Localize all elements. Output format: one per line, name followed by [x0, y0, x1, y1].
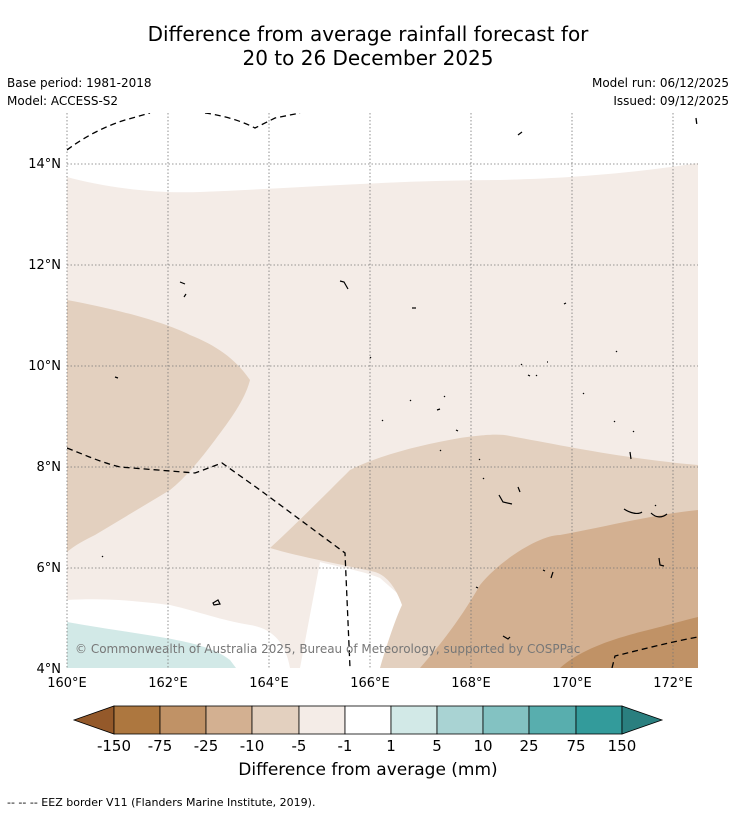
- y-tick-label: 14°N: [28, 157, 61, 172]
- meta-left: Base period: 1981-2018 Model: ACCESS-S2: [7, 74, 152, 110]
- colorbar-segment: [205, 705, 253, 735]
- colorbar-tick: -150: [97, 737, 131, 755]
- x-tick-label: 166°E: [350, 676, 390, 691]
- colorbar-tick: -5: [292, 737, 307, 755]
- colorbar-tick: 1: [386, 737, 396, 755]
- x-tick-label: 172°E: [653, 676, 693, 691]
- y-tick-label: 4°N: [37, 662, 62, 677]
- colorbar-tick: 75: [566, 737, 585, 755]
- y-axis-labels: 14°N 12°N 10°N 8°N 6°N 4°N: [28, 157, 61, 677]
- colorbar-segment: [113, 705, 161, 735]
- copyright-notice: © Commonwealth of Australia 2025, Bureau…: [75, 642, 580, 656]
- colorbar-tick: 25: [519, 737, 538, 755]
- x-tick-label: 162°E: [148, 676, 188, 691]
- model-run: Model run: 06/12/2025: [591, 76, 729, 90]
- issued-date: Issued: 09/12/2025: [613, 94, 729, 108]
- contour-strong-negative: [560, 617, 698, 668]
- y-tick-label: 12°N: [28, 258, 61, 273]
- colorbar-segment: [528, 705, 577, 735]
- colorbar-tick: 5: [432, 737, 442, 755]
- eez-borders: [67, 113, 698, 668]
- colorbar-tick: -1: [338, 737, 353, 755]
- contour-moderate-negative: [420, 510, 698, 668]
- x-axis-labels: 160°E 162°E 164°E 166°E 168°E 170°E 172°…: [47, 676, 693, 691]
- meta-right: Model run: 06/12/2025 Issued: 09/12/2025: [592, 74, 729, 110]
- colorbar-tick: 10: [473, 737, 492, 755]
- colorbar-segment: [436, 705, 484, 735]
- colorbar-segment: [251, 705, 300, 735]
- y-tick-label: 6°N: [37, 561, 62, 576]
- y-tick-label: 8°N: [37, 460, 62, 475]
- colorbar: [72, 705, 664, 735]
- contour-positive: [67, 622, 236, 668]
- colorbar-segment: [390, 705, 438, 735]
- x-tick-label: 160°E: [47, 676, 87, 691]
- base-period: Base period: 1981-2018: [7, 76, 152, 90]
- title-line-2: 20 to 26 December 2025: [242, 46, 494, 70]
- gridlines: [66, 113, 698, 668]
- contour-left-wedge: [67, 300, 250, 552]
- colorbar-tick: 150: [608, 737, 637, 755]
- map-title: Difference from average rainfall forecas…: [0, 22, 736, 70]
- x-tick-label: 164°E: [249, 676, 289, 691]
- colorbar-title: Difference from average (mm): [238, 760, 498, 780]
- colorbar-segment: [344, 705, 392, 735]
- colorbar-segment: [575, 705, 623, 735]
- title-line-1: Difference from average rainfall forecas…: [147, 22, 589, 46]
- x-tick-label: 168°E: [451, 676, 491, 691]
- colorbar-tick: -25: [194, 737, 219, 755]
- colorbar-segment: [482, 705, 530, 735]
- y-tick-label: 10°N: [28, 359, 61, 374]
- map-figure: 14°N 12°N 10°N 8°N 6°N 4°N 160°E 162°E 1…: [28, 113, 698, 755]
- islands: [101, 131, 668, 640]
- colorbar-segment: [159, 705, 207, 735]
- model-name: Model: ACCESS-S2: [7, 94, 119, 108]
- colorbar-low-arrow: [72, 705, 115, 735]
- colorbar-ticks: -150 -75 -25 -10 -5 -1 1 5 10 25 75 150: [97, 737, 636, 755]
- colorbar-segment: [298, 705, 346, 735]
- colorbar-tick: -75: [148, 737, 173, 755]
- x-tick-label: 170°E: [552, 676, 592, 691]
- rainfall-field: [67, 113, 698, 668]
- eez-legend-note: -- -- -- EEZ border V11 (Flanders Marine…: [7, 796, 316, 809]
- colorbar-tick: -10: [240, 737, 265, 755]
- colorbar-high-arrow: [621, 705, 664, 735]
